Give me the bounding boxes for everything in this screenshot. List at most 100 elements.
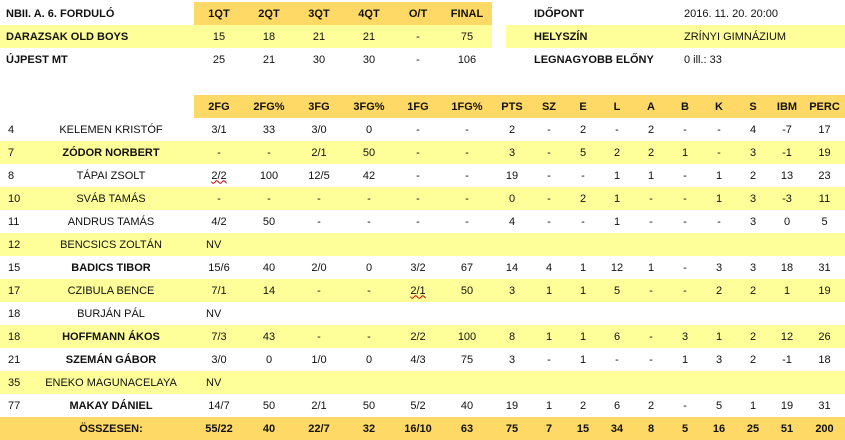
- stat-cell: 5/2: [410, 399, 426, 412]
- player-row: 4 KELEMEN KRISTÓF 3/1 33 3/0 0 - - 2 - 2 - 2 - - 4 -7 17: [0, 118, 845, 141]
- player-number: 18: [8, 330, 21, 343]
- stat-cell: 1: [647, 169, 655, 182]
- not-played-label: NV: [206, 376, 222, 389]
- stat-cell: 1: [681, 353, 689, 366]
- player-stats-table: 2FG 2FG% 3FG 3FG% 1FG 1FG% PTS SZ E L A B K S IBM PERC …: [0, 95, 845, 440]
- stat-cell: -: [416, 192, 420, 205]
- stat-cell: 2: [749, 353, 757, 366]
- stat-cell: -: [367, 215, 371, 228]
- stat-cell: 2: [579, 123, 587, 136]
- total-cell: 63: [460, 422, 474, 435]
- stat-cell: 2: [749, 284, 757, 297]
- score-cell: -: [416, 30, 420, 43]
- stat-cell: 3/2: [410, 261, 426, 274]
- stat-cell: 19: [818, 284, 831, 297]
- total-cell: 25: [746, 422, 760, 435]
- stat-cell: -: [547, 215, 551, 228]
- player-name: ENEKO MAGUNACELAYA: [45, 376, 177, 389]
- player-number: 18: [8, 307, 21, 320]
- stat-cell: 7/3: [211, 330, 227, 343]
- stat-col-header: S: [749, 100, 757, 113]
- info-value: 0 ill.: 33: [684, 53, 722, 66]
- stat-cell: 15/6: [208, 261, 230, 274]
- stat-cell: 0: [783, 215, 791, 228]
- total-cell: 5: [681, 422, 689, 435]
- stat-cell: 50: [262, 399, 276, 412]
- player-name: HOFFMANN ÁKOS: [62, 330, 160, 343]
- col-final: FINAL: [442, 2, 492, 25]
- stat-cell: 12/5: [308, 169, 330, 182]
- stat-cell: -: [317, 330, 321, 343]
- stat-col-header: PERC: [809, 100, 840, 113]
- total-cell: 7: [545, 422, 553, 435]
- stat-cell: 1: [715, 192, 723, 205]
- team-name: DARAZSAK OLD BOYS: [6, 30, 129, 43]
- score-cell: 30: [312, 53, 326, 66]
- info-row: LEGNAGYOBB ELŐNY 0 ill.: 33: [506, 48, 845, 71]
- stat-cell: 5: [821, 215, 828, 228]
- stat-col-header: 3FG: [308, 100, 330, 113]
- col-1qt: 1QT: [194, 2, 244, 25]
- total-spacer: [0, 417, 28, 440]
- stat-cell: -: [717, 215, 721, 228]
- stat-cell: 2: [715, 284, 723, 297]
- stat-cell: -: [367, 330, 371, 343]
- stat-cell: 0: [265, 353, 273, 366]
- stat-cell: 2/2: [410, 330, 426, 343]
- stat-cell: 1: [579, 261, 587, 274]
- player-name: ZÓDOR NORBERT: [62, 146, 160, 159]
- stat-cell: -: [416, 215, 420, 228]
- stat-cell: 3: [508, 353, 516, 366]
- score-cell: 106: [457, 53, 477, 66]
- col-ot: O/T: [394, 2, 442, 25]
- stat-cell: 18: [818, 353, 831, 366]
- stat-cell: 4: [508, 215, 516, 228]
- player-row: 21 SZEMÁN GÁBOR 3/0 0 1/0 0 4/3 75 3-1- -1 3 2 -1 18: [0, 348, 845, 371]
- stat-cell: -: [581, 215, 585, 228]
- stat-cell: 3: [749, 192, 757, 205]
- not-played-label: NV: [206, 238, 222, 251]
- stat-cell: 7/1: [211, 284, 227, 297]
- stat-cell: 1: [613, 169, 621, 182]
- stat-cell: 1: [613, 192, 621, 205]
- player-name: KELEMEN KRISTÓF: [59, 123, 163, 136]
- stat-cell: 75: [460, 353, 474, 366]
- stat-cell: 2: [749, 330, 757, 343]
- stat-cell: -: [217, 146, 221, 159]
- player-name: SZEMÁN GÁBOR: [65, 353, 157, 366]
- total-cell: 15: [576, 422, 590, 435]
- stat-col-header: E: [579, 100, 587, 113]
- stat-cell: -: [367, 284, 371, 297]
- stat-cell: 1: [579, 284, 587, 297]
- stat-cell: 40: [262, 261, 276, 274]
- stat-cell: 5: [613, 284, 621, 297]
- player-row: 18 HOFFMANN ÁKOS 7/3 43- -2/2 100 8 1 1 6-3 1 2 12 26: [0, 325, 845, 348]
- stat-cell: 3: [749, 146, 757, 159]
- stat-cell: 4/3: [410, 353, 426, 366]
- stat-cell: 12: [610, 261, 624, 274]
- stat-cell: 50: [362, 399, 376, 412]
- stat-cell: 5: [579, 146, 587, 159]
- player-number: 8: [8, 169, 15, 182]
- total-cell: 55/22: [205, 422, 233, 435]
- stat-cell: 0: [365, 123, 373, 136]
- player-number: 10: [8, 192, 21, 205]
- stat-cell: 19: [505, 399, 519, 412]
- total-cell: 32: [362, 422, 376, 435]
- player-row: 11 ANDRUS TAMÁS 4/2 50 - - - - 4 - - 1 - - - 3 0 5: [0, 210, 845, 233]
- stat-cell: -: [416, 123, 420, 136]
- player-row: 17 CZIBULA BENCE 7/1 14 - - 2/1 50 3 1 1 5 - - 2 2 1 19: [0, 279, 845, 302]
- not-played-label: NV: [206, 307, 222, 320]
- stat-cell: -: [465, 192, 469, 205]
- stat-col-header: A: [647, 100, 655, 113]
- score-cell: -: [416, 53, 420, 66]
- header-spacer: [0, 95, 28, 118]
- stat-cell: -: [317, 192, 321, 205]
- col-4qt: 4QT: [344, 2, 394, 25]
- stat-cell: 100: [457, 330, 477, 343]
- stat-cell: 42: [362, 169, 376, 182]
- stat-value: 2/2: [211, 169, 227, 182]
- stat-cell: 3: [681, 330, 689, 343]
- stat-cell: 2/0: [311, 261, 327, 274]
- player-row: 7 ZÓDOR NORBERT - - 2/1 50 - - 3 - 5 2 2 1 - 3 -1 19: [0, 141, 845, 164]
